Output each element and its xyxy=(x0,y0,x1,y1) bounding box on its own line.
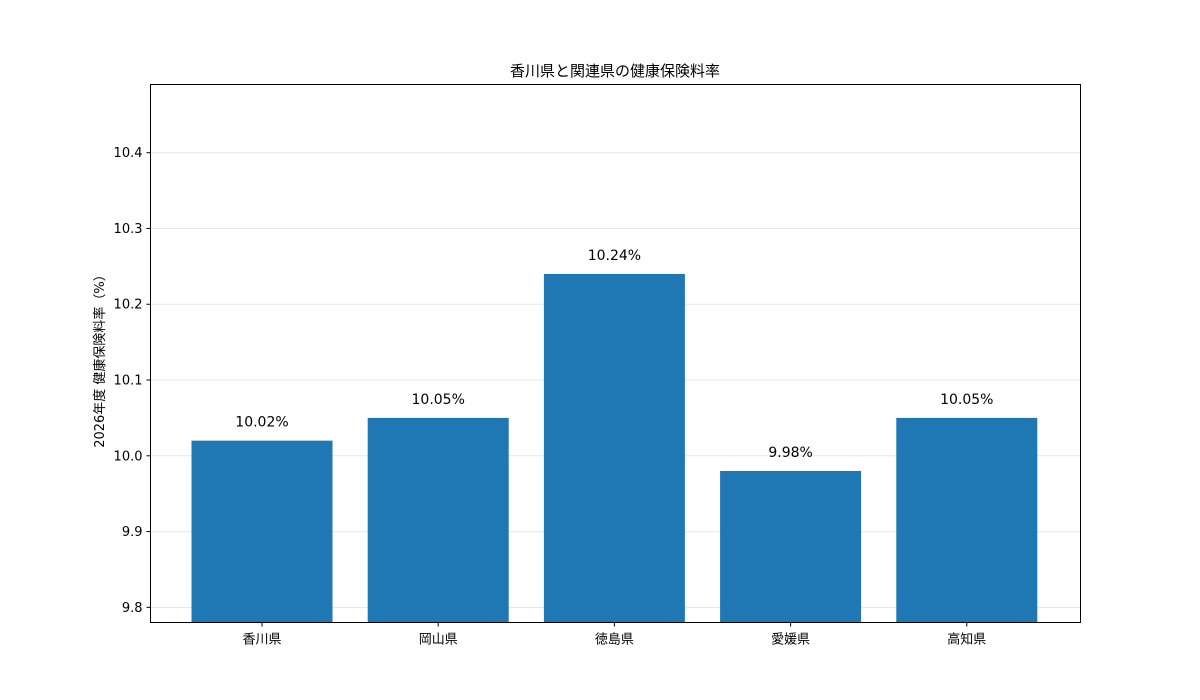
y-tick-label: 10.4 xyxy=(114,146,143,161)
chart-title: 香川県と関連県の健康保険料率 xyxy=(510,62,720,80)
y-axis-label: 2026年度 健康保険料率（%） xyxy=(92,268,108,448)
data-label: 10.02% xyxy=(235,415,288,431)
x-tick-label: 香川県 xyxy=(242,633,281,648)
x-tick-label: 高知県 xyxy=(947,632,986,648)
x-axis-ticks: 香川県 岡山県 徳島県 愛媛県 高知県 xyxy=(242,622,986,648)
data-label: 10.05% xyxy=(940,392,993,408)
y-tick-label: 10.1 xyxy=(114,374,143,389)
data-label: 10.24% xyxy=(588,248,641,264)
y-tick-label: 10.3 xyxy=(114,222,143,237)
x-tick-label: 愛媛県 xyxy=(771,633,810,648)
y-tick-label: 9.9 xyxy=(122,525,143,540)
y-axis-ticks: 9.8 9.9 10.0 10.1 10.2 10.3 10.4 xyxy=(114,146,151,616)
bar xyxy=(543,273,685,623)
plot-frame xyxy=(150,84,1081,623)
data-labels: 10.02% 10.05% 10.24% 9.98% 10.05% xyxy=(235,248,993,461)
bars xyxy=(191,273,1038,623)
bar xyxy=(896,417,1038,623)
y-tick-label: 10.2 xyxy=(114,298,143,313)
bar xyxy=(191,440,333,623)
x-tick-label: 岡山県 xyxy=(419,633,458,648)
data-label: 9.98% xyxy=(768,445,812,461)
y-tick-label: 10.0 xyxy=(114,449,143,464)
bar xyxy=(720,470,862,623)
x-tick-label: 徳島県 xyxy=(595,633,634,648)
data-label: 10.05% xyxy=(412,392,465,408)
y-tick-label: 9.8 xyxy=(122,601,143,616)
bar xyxy=(367,417,509,623)
